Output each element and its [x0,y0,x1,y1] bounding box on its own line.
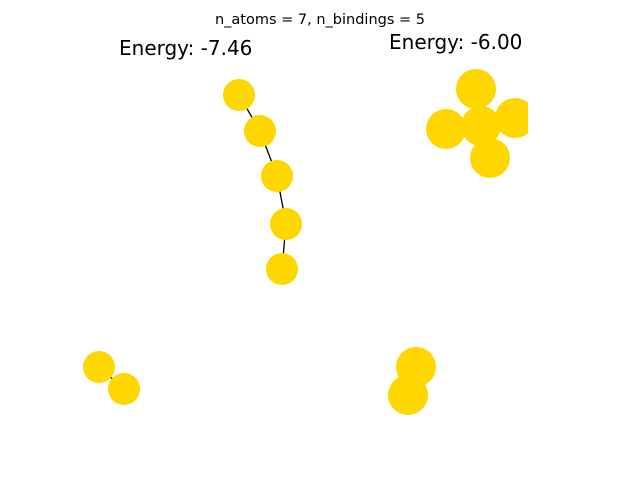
atom [461,106,501,146]
atoms-left [83,79,302,405]
atom [470,138,510,178]
atom [495,98,528,138]
atom [270,208,302,240]
atom [266,253,298,285]
atom [244,115,276,147]
atoms-right [388,69,528,415]
panel-left: Energy: -7.46 [83,36,302,405]
atom [456,69,496,109]
atom [426,109,466,149]
atom [83,351,115,383]
figure-title: n_atoms = 7, n_bindings = 5 [215,12,425,28]
atom [261,160,293,192]
atom [388,375,428,415]
atom [108,373,140,405]
panel-right: Energy: -6.00 [388,30,528,415]
atom [223,79,255,111]
energy-label-right: Energy: -6.00 [389,30,522,54]
energy-label-left: Energy: -7.46 [119,36,252,60]
